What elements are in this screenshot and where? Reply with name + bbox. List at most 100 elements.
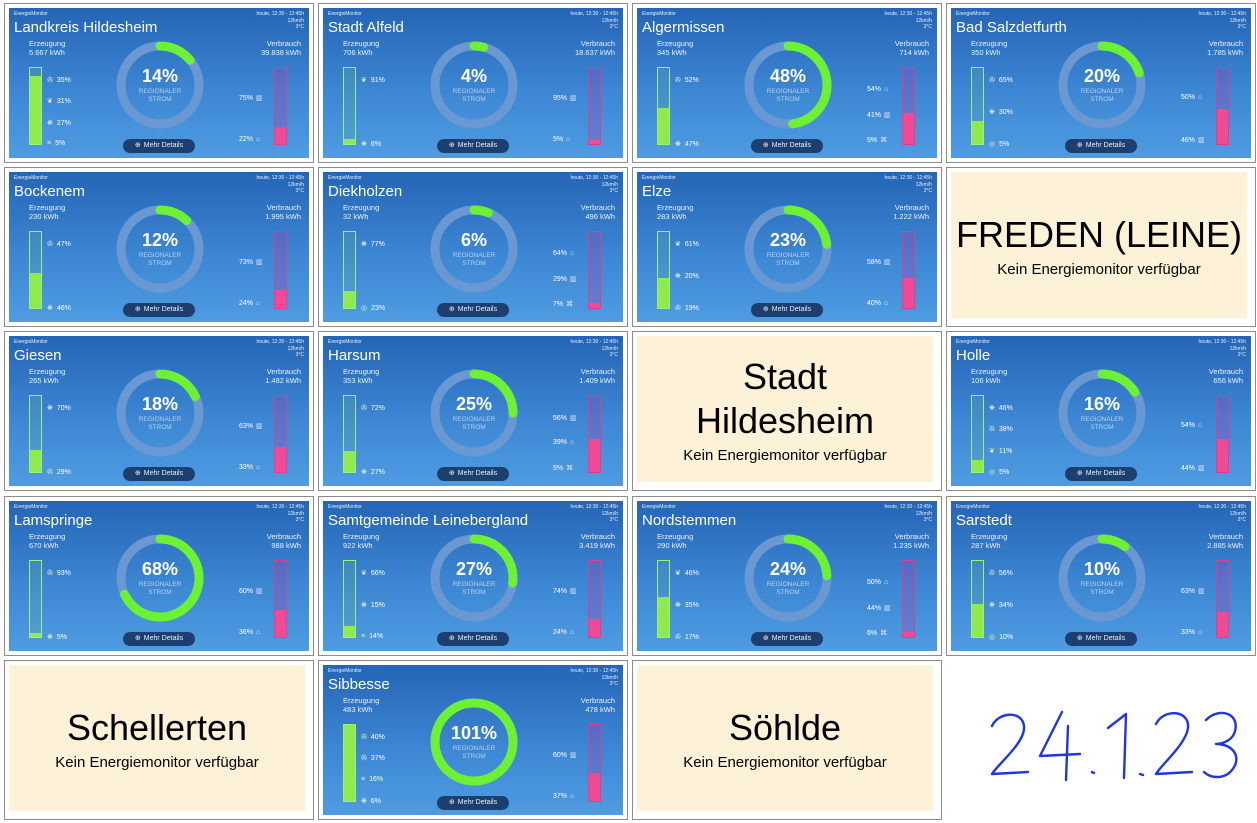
more-details-button[interactable]: ⊕ Mehr Details — [123, 467, 195, 481]
generation-label: Erzeugung — [971, 39, 1008, 48]
home-icon: ⌂ — [884, 86, 889, 93]
consumption-sector-row: 33% ⌂ — [1181, 629, 1211, 636]
more-details-button[interactable]: ⊕ Mehr Details — [437, 796, 509, 810]
biomass-icon: ❦ — [361, 77, 367, 84]
other-icon: ≡ — [361, 633, 366, 640]
generation-source-row: ◎ 10% — [989, 633, 1013, 641]
consumption-sector-row: 37% ⌂ — [553, 793, 583, 800]
generation-label: Erzeugung — [343, 39, 380, 48]
generation-summary: Erzeugung 290 kWh — [657, 532, 693, 550]
industry-icon: ▥ — [256, 588, 263, 595]
generation-value: 483 kWh — [343, 705, 373, 714]
home-icon: ⌂ — [1198, 94, 1203, 101]
regional-share-percent: 4% — [460, 66, 487, 86]
regional-share-percent: 101% — [450, 723, 498, 743]
generation-source-row: ✇ 29% — [47, 468, 71, 476]
more-details-label: Mehr Details — [143, 142, 184, 149]
brand-label: EnergieMonitor — [642, 175, 676, 181]
more-details-label: Mehr Details — [771, 635, 812, 642]
more-details-button[interactable]: ⊕ Mehr Details — [123, 139, 195, 153]
more-details-button[interactable]: ⊕ Mehr Details — [751, 632, 823, 646]
consumption-summary: Verbrauch 714 kWh — [895, 39, 929, 57]
energy-monitor-tile[interactable]: EnergieMonitor heute, 12:30 - 12:45h 12km/… — [951, 336, 1251, 486]
regional-label-line2: STROM — [148, 259, 172, 267]
more-details-button[interactable]: ⊕ Mehr Details — [437, 139, 509, 153]
more-details-button[interactable]: ⊕ Mehr Details — [751, 303, 823, 317]
source-share: 52% — [684, 77, 699, 84]
regional-label-line1: REGIONALER — [766, 88, 810, 95]
consumption-sector-row: 54% ⌂ — [867, 86, 897, 93]
regional-label-line1: REGIONALER — [138, 416, 182, 423]
consumption-label: Verbrauch — [1208, 367, 1243, 376]
generation-label: Erzeugung — [29, 367, 66, 376]
energy-monitor-tile[interactable]: EnergieMonitor heute, 12:30 - 12:45h 12km/… — [637, 8, 937, 158]
energy-monitor-tile[interactable]: EnergieMonitor heute, 12:30 - 12:45h 12km/… — [9, 336, 309, 486]
weather-meta: heute, 12:30 - 12:45h 12km/h 3°C — [256, 339, 304, 359]
energy-monitor-tile[interactable]: EnergieMonitor heute, 12:30 - 12:45h 12km/… — [951, 501, 1251, 651]
consumption-summary: Verbrauch 496 kWh — [581, 203, 615, 221]
solar-icon: ❋ — [989, 602, 995, 609]
consumption-sector-row: 63% ▥ — [239, 422, 269, 430]
regional-power-label: REGIONALER STROM — [428, 252, 520, 267]
consumption-summary: Verbrauch 1.482 kWh — [265, 367, 301, 385]
unavailable-text: Kein Energiemonitor verfügbar — [683, 446, 887, 464]
more-details-button[interactable]: ⊕ Mehr Details — [1065, 467, 1137, 481]
energy-monitor-tile[interactable]: EnergieMonitor heute, 12:30 - 12:45h 12km/… — [951, 8, 1251, 158]
energy-monitor-tile[interactable]: EnergieMonitor heute, 12:30 - 12:45h 12km/… — [637, 501, 937, 651]
energy-monitor-tile[interactable]: EnergieMonitor heute, 12:30 - 12:45h 12km/… — [323, 665, 623, 815]
weather-meta: heute, 12:30 - 12:45h 12km/h 3°C — [570, 504, 618, 524]
more-details-label: Mehr Details — [143, 306, 184, 313]
energy-monitor-tile[interactable]: EnergieMonitor heute, 12:30 - 12:45h 12km/… — [9, 172, 309, 322]
municipality-name: Bockenem — [14, 183, 85, 200]
regional-share-percent: 14% — [141, 66, 179, 86]
more-details-label: Mehr Details — [457, 306, 498, 313]
more-details-button[interactable]: ⊕ Mehr Details — [1065, 632, 1137, 646]
more-details-button[interactable]: ⊕ Mehr Details — [1065, 139, 1137, 153]
brand-label: EnergieMonitor — [642, 504, 676, 510]
municipality-name: Stadt Alfeld — [328, 19, 404, 36]
generation-source-row: ◎ 5% — [989, 468, 1009, 476]
energy-monitor-tile[interactable]: EnergieMonitor heute, 12:30 - 12:45h 12km/… — [323, 501, 623, 651]
more-details-label: Mehr Details — [1085, 470, 1126, 477]
energy-monitor-tile[interactable]: EnergieMonitor heute, 12:30 - 12:45h 12km/… — [9, 8, 309, 158]
more-details-button[interactable]: ⊕ Mehr Details — [751, 139, 823, 153]
more-details-button[interactable]: ⊕ Mehr Details — [123, 303, 195, 317]
consumption-value: 1.785 kWh — [1207, 48, 1243, 57]
generation-source-row: ❦ 46% — [675, 569, 699, 577]
more-details-button[interactable]: ⊕ Mehr Details — [437, 303, 509, 317]
wind-icon: ✇ — [989, 570, 995, 577]
regional-share-gauge — [430, 205, 518, 293]
more-details-button[interactable]: ⊕ Mehr Details — [437, 632, 509, 646]
generation-bar — [971, 67, 984, 145]
consumption-summary: Verbrauch 1.235 kWh — [893, 532, 929, 550]
energy-monitor-tile[interactable]: EnergieMonitor heute, 12:30 - 12:45h 12km/… — [637, 172, 937, 322]
energy-monitor-tile[interactable]: EnergieMonitor heute, 12:30 - 12:45h 12km/… — [323, 172, 623, 322]
municipality-name: Stadt Hildesheim — [695, 355, 875, 441]
consumption-sector-row: 41% ▥ — [867, 111, 897, 119]
wind-speed: 12km/h — [601, 345, 618, 352]
gauge-arc — [744, 534, 832, 622]
energy-monitor-tile[interactable]: EnergieMonitor heute, 12:30 - 12:45h 12km/… — [323, 336, 623, 486]
more-details-button[interactable]: ⊕ Mehr Details — [123, 632, 195, 646]
regional-share-percent: 20% — [1083, 66, 1121, 86]
regional-share-percent: 23% — [769, 230, 807, 250]
gauge-arc — [430, 41, 518, 129]
generation-source-row: ❋ 6% — [361, 140, 381, 148]
municipality-name: Giesen — [14, 347, 62, 364]
more-details-label: Mehr Details — [457, 635, 498, 642]
generation-value: 283 kWh — [657, 212, 687, 221]
generation-bar — [971, 395, 984, 473]
energy-monitor-tile[interactable]: EnergieMonitor heute, 12:30 - 12:45h 12km/… — [323, 8, 623, 158]
generation-summary: Erzeugung 483 kWh — [343, 696, 379, 714]
consumption-summary: Verbrauch 478 kWh — [581, 696, 615, 714]
time-range: heute, 12:30 - 12:45h — [256, 504, 304, 510]
consumption-bar — [902, 67, 915, 145]
energy-monitor-tile[interactable]: EnergieMonitor heute, 12:30 - 12:45h 12km/… — [9, 501, 309, 651]
more-details-button[interactable]: ⊕ Mehr Details — [437, 467, 509, 481]
source-share: 37% — [370, 755, 385, 762]
generation-bar — [657, 560, 670, 638]
brand-label: EnergieMonitor — [14, 175, 48, 181]
generation-bar-fill — [344, 290, 355, 308]
wind-speed: 12km/h — [1229, 345, 1246, 352]
consumption-value: 2.885 kWh — [1207, 541, 1243, 550]
